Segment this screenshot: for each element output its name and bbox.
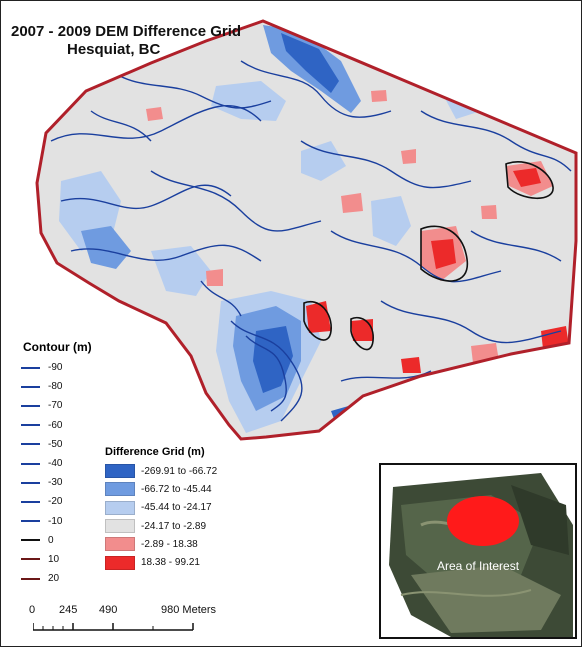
contour-legend-item: -60 <box>21 416 111 435</box>
contour-line-swatch <box>21 404 40 407</box>
contour-legend-item: -80 <box>21 377 111 396</box>
contour-legend-item: -50 <box>21 435 111 454</box>
contour-line-swatch <box>21 481 40 484</box>
contour-legend-item: -70 <box>21 396 111 415</box>
scale-label-490: 490 <box>99 604 118 616</box>
contour-legend-label: -30 <box>48 477 63 489</box>
inset-aerial-image: Area of Interest <box>381 465 575 637</box>
contour-legend: Contour (m) -90 -80 -70 -60 -50 -40 -30 -20 -10 0… <box>21 340 111 588</box>
difference-legend-label: 18.38 - 99.21 <box>141 557 200 569</box>
contour-legend-label: -60 <box>48 419 63 431</box>
contour-line-swatch <box>21 366 40 369</box>
contour-line-swatch <box>21 462 40 465</box>
area-of-interest-label: Area of Interest <box>437 559 520 573</box>
contour-line-swatch <box>21 443 40 446</box>
difference-legend-label: -45.44 to -24.17 <box>141 502 212 514</box>
contour-legend-item: -40 <box>21 454 111 473</box>
contour-line-swatch <box>21 424 40 427</box>
difference-color-swatch <box>105 482 135 497</box>
contour-legend-label: -40 <box>48 458 63 470</box>
contour-line-swatch <box>21 500 40 503</box>
difference-color-swatch <box>105 537 135 552</box>
contour-legend-label: 10 <box>48 553 60 565</box>
area-of-interest-marker <box>447 496 519 546</box>
contour-line-swatch <box>21 577 40 580</box>
difference-color-swatch <box>105 555 135 570</box>
contour-legend-item: 10 <box>21 550 111 569</box>
contour-legend-label: -20 <box>48 496 63 508</box>
contour-legend-item: -10 <box>21 512 111 531</box>
contour-legend-label: -70 <box>48 400 63 412</box>
scale-label-245: 245 <box>59 604 78 616</box>
contour-legend-label: -50 <box>48 438 63 450</box>
contour-legend-item: -90 <box>21 358 111 377</box>
study-area-boundary <box>35 19 578 441</box>
contour-line-swatch <box>21 520 40 523</box>
contour-legend-label: 20 <box>48 573 60 585</box>
contour-line-swatch <box>21 558 40 561</box>
map-title: 2007 - 2009 DEM Difference Grid <box>11 23 242 40</box>
contour-legend-item: -20 <box>21 492 111 511</box>
difference-legend-item: -66.72 to -45.44 <box>105 480 305 498</box>
difference-legend-label: -66.72 to -45.44 <box>141 483 212 495</box>
difference-legend-label: -2.89 - 18.38 <box>141 538 198 550</box>
map-subtitle: Hesquiat, BC <box>67 41 161 58</box>
contour-legend-label: -80 <box>48 381 63 393</box>
contour-legend-label: -10 <box>48 515 63 527</box>
difference-grid-legend: Difference Grid (m) -269.91 to -66.72 -66… <box>105 446 305 572</box>
difference-legend-item: -269.91 to -66.72 <box>105 462 305 480</box>
scale-label-980: 980 Meters <box>161 604 217 616</box>
difference-color-swatch <box>105 464 135 479</box>
contour-legend-label: 0 <box>48 534 54 546</box>
scale-bar-ticks <box>33 623 194 631</box>
contour-lines <box>50 60 572 422</box>
inset-map: Area of Interest <box>379 463 577 639</box>
contour-legend-item: -30 <box>21 473 111 492</box>
difference-legend-label: -24.17 to -2.89 <box>141 520 207 532</box>
scale-bar: 0 245 490 980 Meters <box>29 604 269 638</box>
difference-legend-label: -269.91 to -66.72 <box>141 465 218 477</box>
difference-legend-item: -2.89 - 18.38 <box>105 535 305 553</box>
contour-legend-label: -90 <box>48 362 63 374</box>
contour-legend-item: 0 <box>21 531 111 550</box>
difference-color-swatch <box>105 500 135 515</box>
difference-legend-item: -24.17 to -2.89 <box>105 517 305 535</box>
difference-color-swatch <box>105 519 135 534</box>
difference-legend-title: Difference Grid (m) <box>105 446 205 458</box>
contour-legend-title: Contour (m) <box>23 340 92 354</box>
difference-legend-item: -45.44 to -24.17 <box>105 499 305 517</box>
difference-legend-item: 18.38 - 99.21 <box>105 553 305 571</box>
contour-line-swatch <box>21 539 40 542</box>
contour-legend-item: 20 <box>21 569 111 588</box>
contour-zero-lines <box>303 161 554 351</box>
scale-label-0: 0 <box>29 604 36 616</box>
contour-line-swatch <box>21 385 40 388</box>
